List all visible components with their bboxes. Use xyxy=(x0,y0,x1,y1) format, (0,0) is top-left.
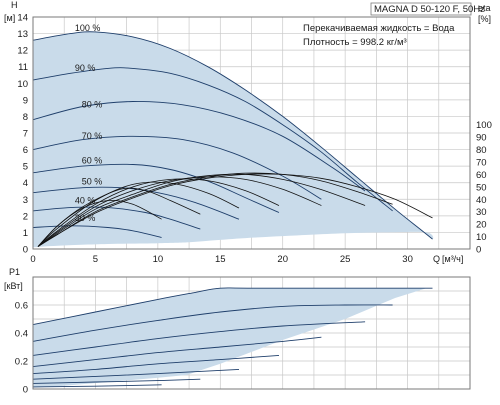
q-tick-label: 15 xyxy=(215,254,226,265)
speed-label: 40 % xyxy=(75,195,96,205)
q-axis-label: Q xyxy=(433,254,440,264)
q-tick-label: 5 xyxy=(93,254,98,265)
h-tick-label: 2 xyxy=(23,211,28,222)
q-tick-label: 10 xyxy=(153,254,164,265)
power-curve xyxy=(32,378,201,384)
efficiency-curve xyxy=(37,181,240,247)
plot-frames xyxy=(32,16,471,390)
efficiency-curve xyxy=(37,176,322,247)
h-tick-label: 13 xyxy=(17,29,28,40)
q-tick-label: 30 xyxy=(402,254,413,265)
density-text: Плотность = 998.2 кг/м³ xyxy=(303,37,407,48)
speed-label: 100 % xyxy=(75,23,101,33)
efficiency-curve xyxy=(37,199,162,247)
speed-label: 80 % xyxy=(82,99,103,109)
fluid-text: Перекачиваемая жидкость = Вода xyxy=(303,23,455,34)
power-curve xyxy=(32,304,393,342)
eta-axis-unit: [%] xyxy=(478,14,491,24)
h-tick-label: 10 xyxy=(17,79,28,90)
p1-tick-label: 0.4 xyxy=(15,329,28,340)
eta-tick-label: 80 xyxy=(476,145,487,156)
head-curve xyxy=(32,31,433,240)
power-curve xyxy=(32,354,280,375)
q-axis-unit: [м³/ч] xyxy=(442,254,463,264)
eta-tick-label: 30 xyxy=(476,207,487,218)
q-tick-label: 0 xyxy=(30,254,35,265)
p1-tick-label: 0 xyxy=(23,385,28,396)
operating-areas xyxy=(33,31,434,388)
model-title-box xyxy=(370,2,472,16)
curves: 100 % 90 % 80 % 70 % 60 % 50 % 40 % 30 % xyxy=(32,23,433,388)
head-curve xyxy=(32,225,162,238)
model-title: MAGNA D 50-120 F, 50Hz xyxy=(374,4,485,15)
head-curve xyxy=(32,135,322,200)
head-curve xyxy=(32,67,393,212)
head-curve xyxy=(32,163,280,213)
speed-label: 90 % xyxy=(75,63,96,73)
q-tick-label: 20 xyxy=(277,254,288,265)
eta-tick-label: 90 xyxy=(476,133,487,144)
h-tick-label: 3 xyxy=(23,195,28,206)
speed-label: 60 % xyxy=(82,156,103,166)
eta-tick-label: 0 xyxy=(476,245,481,256)
h-tick-label: 7 xyxy=(23,129,28,140)
eta-tick-label: 10 xyxy=(476,232,487,243)
head-curve xyxy=(32,101,366,192)
speed-label: 50 % xyxy=(82,176,103,186)
power-curve xyxy=(32,336,322,368)
h-axis-label: H xyxy=(11,0,18,10)
power-curve xyxy=(32,384,162,388)
h-axis-unit: [м] xyxy=(4,13,15,23)
p1-tick-label: 0.6 xyxy=(15,301,28,312)
eta-axis-label: eta xyxy=(478,3,491,13)
head-curve xyxy=(32,206,201,230)
h-tick-label: 9 xyxy=(23,95,28,106)
power-operating-area xyxy=(33,288,433,388)
eta-tick-label: 20 xyxy=(476,220,487,231)
p1-tick-label: 0.2 xyxy=(15,357,28,368)
eta-tick-label: 60 xyxy=(476,170,487,181)
eta-tick-label: 50 xyxy=(476,182,487,193)
q-tick-label: 25 xyxy=(340,254,351,265)
eta-tick-label: 70 xyxy=(476,158,487,169)
speed-label: 70 % xyxy=(82,131,103,141)
h-tick-label: 5 xyxy=(23,162,28,173)
eta-tick-label: 100 xyxy=(476,120,492,131)
h-tick-label: 0 xyxy=(23,245,28,256)
eta-tick-label: 40 xyxy=(476,195,487,206)
h-tick-label: 12 xyxy=(17,46,28,57)
efficiency-curve xyxy=(37,173,433,247)
h-tick-label: 8 xyxy=(23,112,28,123)
p1-axis-unit: [кВт] xyxy=(4,281,23,291)
h-tick-label: 1 xyxy=(23,228,28,239)
h-tick-label: 6 xyxy=(23,145,28,156)
power-plot-frame xyxy=(32,276,471,390)
p1-axis-label: P1 xyxy=(9,267,20,277)
head-plot-frame xyxy=(32,16,471,250)
power-curve xyxy=(32,368,240,380)
h-tick-label: 11 xyxy=(18,62,28,73)
speed-label: 30 % xyxy=(75,213,96,223)
power-curve xyxy=(32,287,433,326)
power-curve xyxy=(32,321,366,356)
h-tick-label: 4 xyxy=(23,178,28,189)
h-tick-label: 14 xyxy=(17,13,28,24)
